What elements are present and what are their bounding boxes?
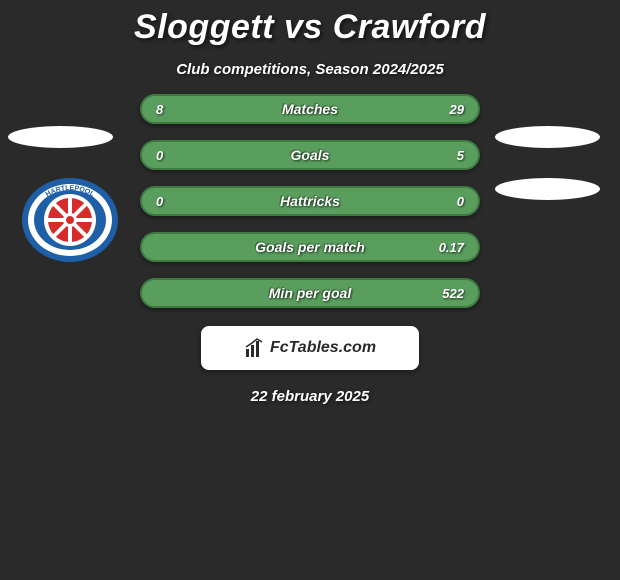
- stat-label: Goals per match: [255, 239, 365, 255]
- stat-label: Goals: [291, 147, 330, 163]
- stat-label: Hattricks: [280, 193, 340, 209]
- club-badge: HARTLEPOOL: [20, 176, 120, 264]
- page-title: Sloggett vs Crawford: [0, 0, 620, 47]
- brand-label: FcTables.com: [270, 339, 376, 357]
- stat-left-value: 0: [156, 148, 163, 163]
- stat-right-value: 0.17: [439, 240, 464, 255]
- chart-icon: [244, 337, 266, 359]
- stat-row-matches: 8 Matches 29: [140, 94, 480, 124]
- stat-row-goals: 0 Goals 5: [140, 140, 480, 170]
- player-oval-right-2: [495, 178, 600, 200]
- stat-right-value: 522: [442, 286, 464, 301]
- player-oval-right-1: [495, 126, 600, 148]
- stat-left-value: 0: [156, 194, 163, 209]
- stat-right-value: 29: [450, 102, 464, 117]
- stat-row-min-per-goal: Min per goal 522: [140, 278, 480, 308]
- page-subtitle: Club competitions, Season 2024/2025: [0, 61, 620, 78]
- stat-right-value: 5: [457, 148, 464, 163]
- stat-label: Min per goal: [269, 285, 351, 301]
- stat-row-hattricks: 0 Hattricks 0: [140, 186, 480, 216]
- stat-row-goals-per-match: Goals per match 0.17: [140, 232, 480, 262]
- player-oval-left: [8, 126, 113, 148]
- stat-left-value: 8: [156, 102, 163, 117]
- club-badge-svg: HARTLEPOOL: [20, 176, 120, 264]
- brand-card[interactable]: FcTables.com: [201, 326, 419, 370]
- date-text: 22 february 2025: [0, 388, 620, 405]
- stat-right-value: 0: [457, 194, 464, 209]
- stat-label: Matches: [282, 101, 338, 117]
